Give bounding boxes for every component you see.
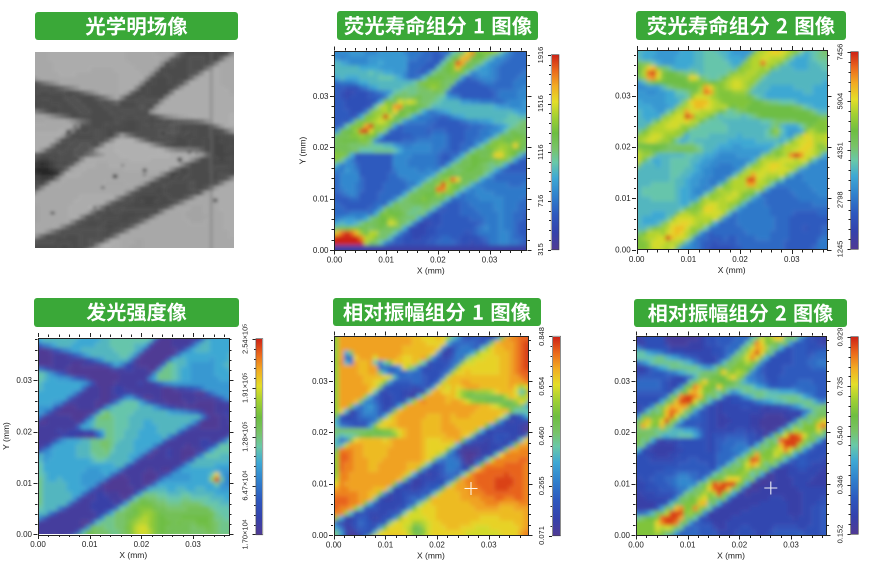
- svg-text:0.654: 0.654: [537, 377, 546, 396]
- svg-text:0.01: 0.01: [680, 541, 696, 550]
- svg-text:0.01: 0.01: [378, 256, 394, 265]
- svg-text:X (mm): X (mm): [417, 266, 445, 276]
- svg-text:0.00: 0.00: [327, 256, 343, 265]
- svg-text:0.01: 0.01: [615, 194, 631, 203]
- svg-text:0.01: 0.01: [313, 195, 329, 204]
- svg-text:0.01: 0.01: [16, 479, 32, 488]
- svg-text:0.02: 0.02: [313, 143, 329, 152]
- svg-text:0.848: 0.848: [537, 327, 546, 346]
- svg-text:2.54×105: 2.54×105: [241, 324, 250, 354]
- svg-text:0.00: 0.00: [30, 540, 46, 549]
- svg-text:0.02: 0.02: [429, 541, 445, 550]
- svg-text:0.540: 0.540: [836, 426, 845, 445]
- svg-text:X (mm): X (mm): [119, 550, 147, 560]
- svg-text:0.02: 0.02: [614, 428, 630, 437]
- svg-text:0.01: 0.01: [82, 540, 98, 549]
- svg-text:0.03: 0.03: [614, 377, 630, 386]
- svg-text:0.03: 0.03: [313, 92, 329, 101]
- svg-text:0.02: 0.02: [732, 541, 748, 550]
- svg-text:0.03: 0.03: [615, 91, 631, 100]
- svg-text:0.00: 0.00: [615, 245, 631, 254]
- svg-text:5904: 5904: [836, 93, 845, 110]
- svg-text:6.47×104: 6.47×104: [241, 470, 250, 500]
- svg-text:7456: 7456: [836, 44, 845, 61]
- svg-text:0.01: 0.01: [312, 480, 328, 489]
- svg-text:0.03: 0.03: [482, 256, 498, 265]
- svg-text:0.02: 0.02: [430, 256, 446, 265]
- svg-text:0.03: 0.03: [185, 540, 201, 549]
- svg-text:X (mm): X (mm): [718, 265, 746, 275]
- svg-text:0.03: 0.03: [16, 376, 32, 385]
- svg-text:1116: 1116: [536, 144, 545, 160]
- svg-text:0.03: 0.03: [481, 541, 497, 550]
- svg-text:0.01: 0.01: [614, 480, 630, 489]
- svg-text:X (mm): X (mm): [717, 551, 745, 561]
- svg-text:0.929: 0.929: [836, 328, 845, 347]
- svg-text:0.02: 0.02: [16, 428, 32, 437]
- svg-text:0.346: 0.346: [836, 475, 845, 494]
- svg-text:0.02: 0.02: [312, 428, 328, 437]
- svg-text:1916: 1916: [536, 47, 545, 64]
- svg-text:0.265: 0.265: [537, 476, 546, 495]
- svg-text:0.00: 0.00: [313, 246, 329, 255]
- svg-text:0.03: 0.03: [783, 541, 799, 550]
- svg-text:0.00: 0.00: [16, 530, 32, 539]
- svg-text:0.00: 0.00: [614, 531, 630, 540]
- svg-text:716: 716: [536, 195, 545, 208]
- svg-text:1516: 1516: [536, 95, 545, 112]
- svg-text:1.28×105: 1.28×105: [241, 422, 250, 452]
- svg-text:0.03: 0.03: [784, 255, 800, 264]
- svg-text:0.00: 0.00: [629, 255, 645, 264]
- svg-text:2798: 2798: [836, 191, 845, 208]
- svg-text:Y (mm): Y (mm): [298, 136, 308, 164]
- svg-text:0.02: 0.02: [732, 255, 748, 264]
- svg-text:1245: 1245: [836, 241, 845, 258]
- svg-text:0.02: 0.02: [615, 143, 631, 152]
- svg-text:0.152: 0.152: [836, 525, 845, 544]
- svg-text:0.01: 0.01: [378, 541, 394, 550]
- svg-text:Y (mm): Y (mm): [1, 422, 11, 450]
- svg-text:315: 315: [536, 243, 545, 256]
- svg-text:0.735: 0.735: [836, 377, 845, 396]
- svg-text:1.70×104: 1.70×104: [241, 519, 250, 549]
- svg-text:4351: 4351: [836, 142, 845, 159]
- svg-text:0.01: 0.01: [681, 255, 697, 264]
- svg-text:1.91×105: 1.91×105: [241, 373, 250, 403]
- svg-text:X (mm): X (mm): [417, 551, 445, 561]
- svg-text:0.00: 0.00: [312, 531, 328, 540]
- svg-text:0.03: 0.03: [312, 377, 328, 386]
- svg-text:0.00: 0.00: [628, 541, 644, 550]
- svg-text:0.00: 0.00: [326, 541, 342, 550]
- svg-text:0.071: 0.071: [537, 526, 546, 545]
- svg-text:0.460: 0.460: [537, 427, 546, 446]
- svg-text:0.02: 0.02: [134, 540, 150, 549]
